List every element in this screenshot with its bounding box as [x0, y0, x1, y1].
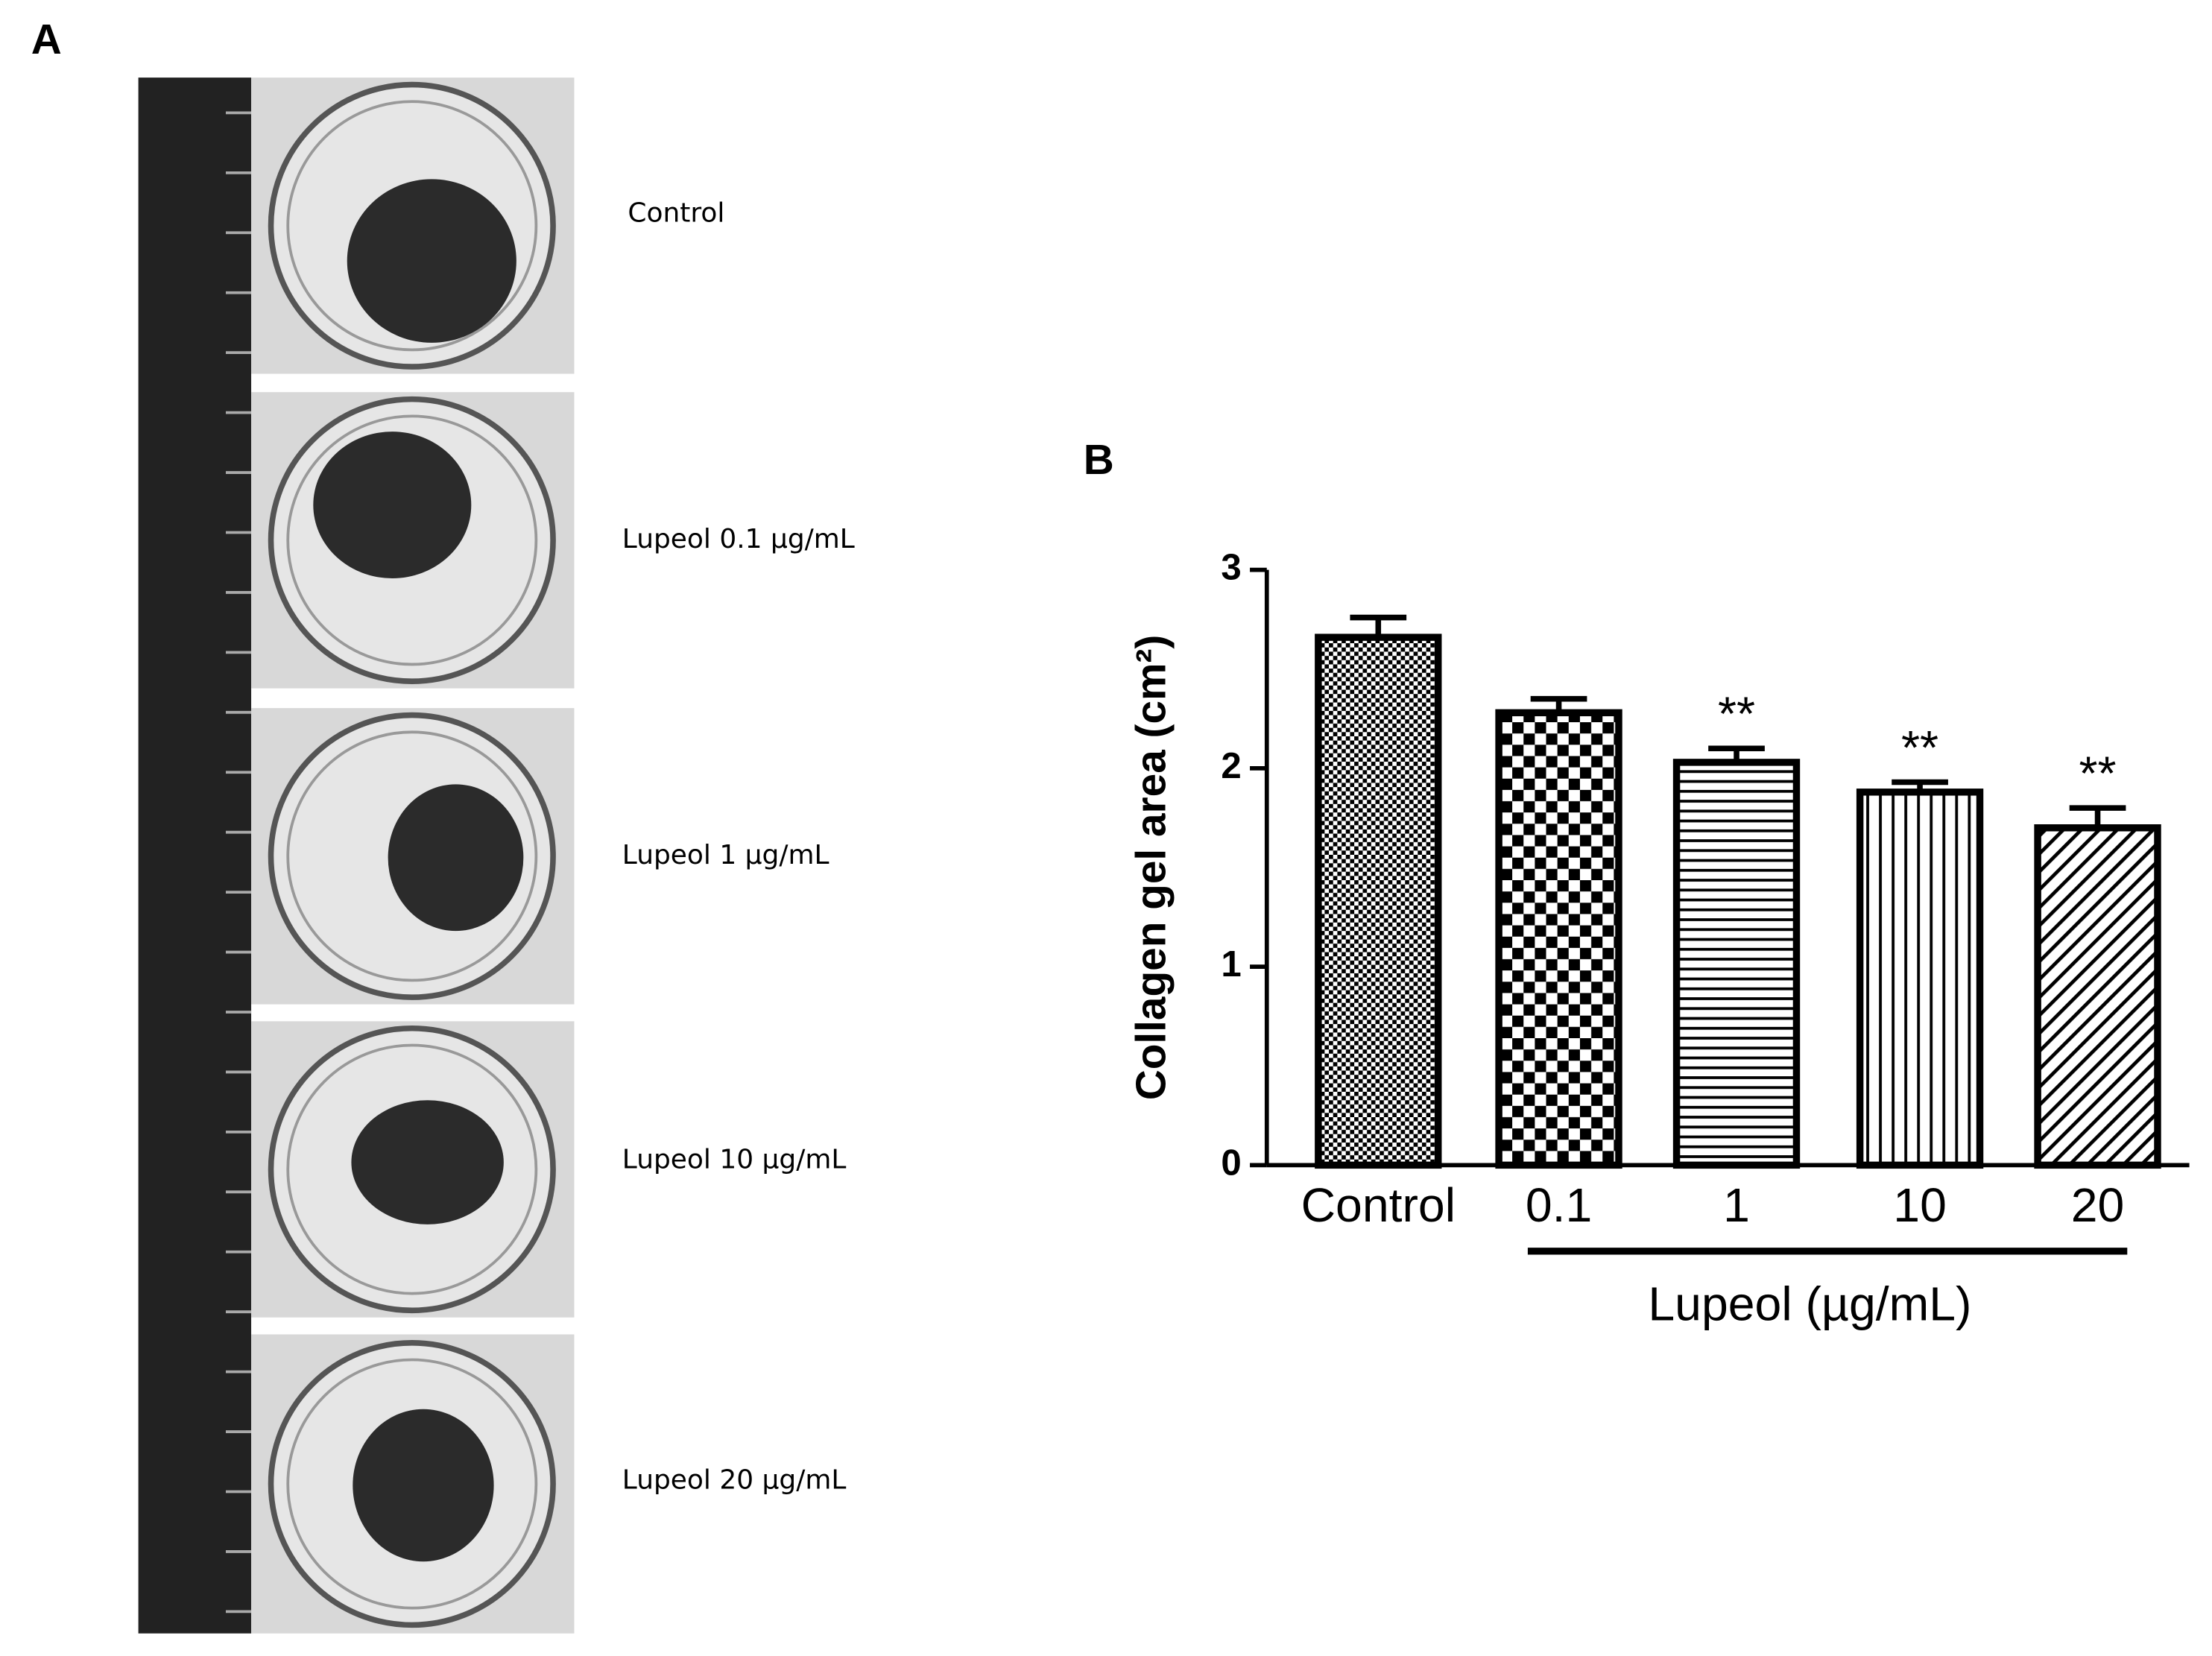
condition-label: Control [628, 198, 724, 229]
bar [1672, 759, 1801, 1169]
condition-label: Lupeol 10 µg/mL [622, 1145, 847, 1175]
condition-label: Lupeol 20 µg/mL [622, 1464, 847, 1495]
condition-label: Lupeol 0.1 µg/mL [622, 524, 855, 554]
collagen-gel [388, 784, 524, 932]
panel-label: B [1084, 437, 1114, 484]
well-inner [286, 1043, 538, 1295]
bar [1495, 709, 1622, 1169]
ruler [138, 78, 252, 1634]
x-tick-label: 0.1 [1526, 1178, 1592, 1232]
collagen-gel [351, 1100, 504, 1224]
well-inner [286, 100, 538, 352]
significance: ** [1718, 687, 1755, 741]
group-label: Lupeol (µg/mL) [1648, 1277, 1971, 1331]
significance: ** [2079, 746, 2117, 800]
y-tick-label: 3 [1221, 547, 1241, 588]
y-axis-label: Collagen gel area (cm²) [1128, 635, 1175, 1101]
x-tick-label: Control [1301, 1178, 1456, 1232]
well-inner [286, 730, 538, 982]
y-tick-label: 0 [1221, 1142, 1241, 1183]
panel-label: A [31, 16, 62, 63]
significance: ** [1901, 721, 1938, 774]
collagen-gel [353, 1409, 494, 1562]
well-inner [286, 414, 538, 666]
bar [2034, 824, 2161, 1169]
bar [1856, 789, 1984, 1169]
y-tick-label: 1 [1221, 944, 1241, 985]
collagen-gel [313, 432, 472, 578]
condition-label: Lupeol 1 µg/mL [622, 840, 829, 870]
bar [1315, 633, 1442, 1169]
x-tick-label: 10 [1893, 1178, 1947, 1232]
collagen-gel [347, 179, 516, 343]
y-tick-label: 2 [1221, 745, 1241, 786]
x-tick-label: 20 [2071, 1178, 2125, 1232]
well-inner [286, 1358, 538, 1610]
x-tick-label: 1 [1723, 1178, 1750, 1232]
